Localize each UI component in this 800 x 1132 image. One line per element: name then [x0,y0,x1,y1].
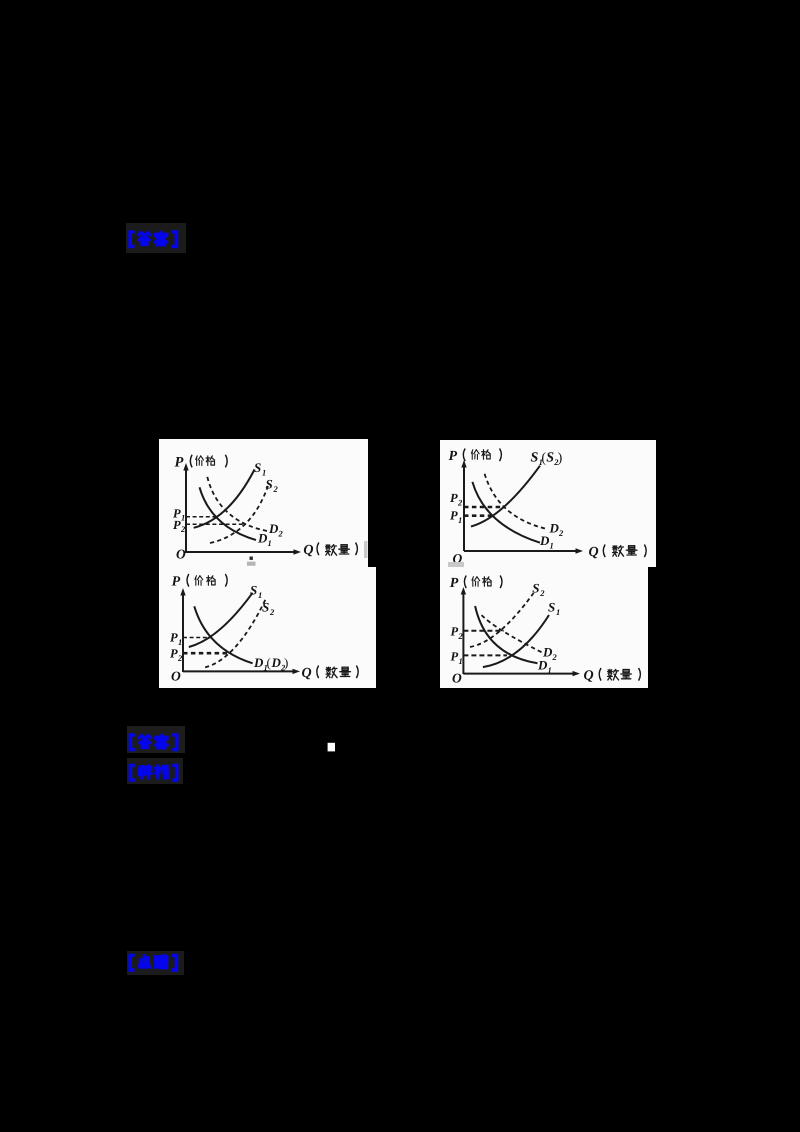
svg-text:1: 1 [268,538,272,548]
svg-text:P: P [170,631,178,645]
svg-text:2: 2 [558,528,564,538]
svg-text:1: 1 [458,515,462,525]
svg-text:1: 1 [548,665,552,675]
svg-text:D: D [539,533,550,548]
svg-text:S: S [262,600,269,615]
svg-text:S: S [266,477,273,492]
svg-text:S: S [531,451,539,466]
svg-text:P: P [450,576,459,591]
svg-text:1: 1 [262,468,266,478]
svg-text:O: O [452,671,462,686]
svg-text:P: P [450,509,458,523]
svg-text:O: O [176,547,186,562]
svg-text:2: 2 [539,588,545,598]
svg-text:S: S [548,600,555,615]
svg-text:2: 2 [278,529,284,539]
svg-text:1: 1 [539,457,543,467]
svg-text:): ) [284,655,288,670]
svg-text:P: P [449,449,458,464]
svg-text:D: D [253,655,264,670]
svg-text:P: P [451,650,459,664]
svg-text:1: 1 [258,590,262,600]
svg-text:2: 2 [177,653,183,663]
svg-text:2: 2 [553,457,559,467]
svg-text:(: ( [541,451,546,466]
svg-text:D: D [271,655,282,670]
svg-text:2: 2 [458,631,464,641]
svg-text:1: 1 [550,541,554,551]
svg-text:1: 1 [178,637,182,647]
svg-text:S: S [532,581,539,596]
svg-text:P: P [170,647,178,661]
svg-text:2: 2 [269,607,275,617]
svg-text:2: 2 [552,652,558,662]
svg-text:1: 1 [264,663,268,673]
svg-text:O: O [171,669,181,684]
svg-text:2: 2 [273,484,279,494]
svg-text:1: 1 [181,513,185,523]
svg-text:P: P [172,575,181,590]
svg-text:Q: Q [302,666,312,681]
svg-text:P: P [173,507,181,521]
svg-text:P: P [175,454,184,470]
svg-text:(: ( [267,655,271,670]
svg-text:D: D [542,645,553,660]
svg-text:S: S [546,451,554,466]
svg-text:S: S [250,583,257,598]
svg-text:1: 1 [459,656,463,666]
svg-text:2: 2 [280,663,286,673]
svg-text:2: 2 [457,498,463,508]
svg-text:P: P [451,625,459,639]
svg-text:O: O [453,551,463,566]
svg-text:): ) [558,451,563,466]
svg-text:Q: Q [584,669,594,684]
svg-text:Q: Q [303,543,313,558]
svg-text:D: D [257,531,268,546]
svg-text:S: S [254,460,261,475]
svg-text:Q: Q [589,545,599,560]
svg-text:D: D [549,521,560,536]
svg-text:D: D [268,521,279,536]
svg-text:2: 2 [180,524,186,534]
svg-text:P: P [450,491,458,505]
svg-text:D: D [537,658,548,673]
svg-text:P: P [173,518,181,532]
svg-text:1: 1 [556,607,560,617]
